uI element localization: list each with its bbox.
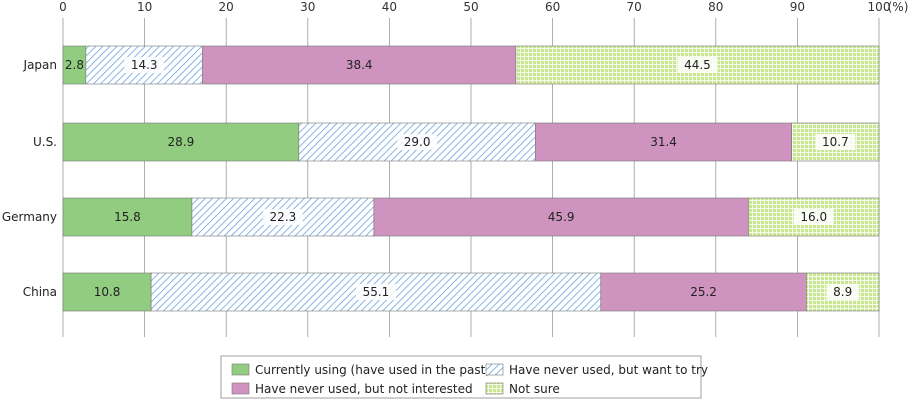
value-label: 25.2 <box>690 285 717 299</box>
value-label: 31.4 <box>650 135 677 149</box>
value-label: 29.0 <box>404 135 431 149</box>
value-label: 44.5 <box>684 58 711 72</box>
x-tick-label: 90 <box>790 0 805 14</box>
value-label: 38.4 <box>346 58 373 72</box>
legend-label: Currently using (have used in the past) <box>255 363 490 377</box>
value-label: 10.8 <box>94 285 121 299</box>
bar-segment <box>62 122 300 162</box>
value-label: 10.7 <box>822 135 849 149</box>
x-tick-label: 30 <box>300 0 315 14</box>
value-label: 22.3 <box>270 210 297 224</box>
x-tick-label: 70 <box>627 0 642 14</box>
legend-swatch <box>231 382 250 395</box>
category-labels: Japan U.S. Germany China <box>2 58 57 299</box>
x-axis-unit-label: (%) <box>888 0 909 14</box>
value-label: 2.8 <box>65 58 84 72</box>
bar-segment <box>600 272 807 312</box>
value-label: 45.9 <box>548 210 575 224</box>
legend-swatch <box>231 363 250 376</box>
category-label: China <box>23 285 57 299</box>
value-label-bg <box>826 284 859 300</box>
x-tick-label: 0 <box>59 0 67 14</box>
bar-segment <box>535 122 792 162</box>
value-label-bg <box>397 134 438 150</box>
category-label: U.S. <box>33 135 57 149</box>
x-tick-label: 50 <box>463 0 478 14</box>
x-tick-label: 40 <box>382 0 397 14</box>
value-label: 55.1 <box>363 285 390 299</box>
legend-label: Not sure <box>509 382 560 396</box>
legend-swatch <box>485 363 504 376</box>
value-label-bg <box>793 209 834 225</box>
value-label-bg <box>677 57 718 73</box>
value-label: 8.9 <box>833 285 852 299</box>
x-tick-label: 80 <box>708 0 723 14</box>
value-label-bg <box>355 284 396 300</box>
value-label: 14.3 <box>131 58 158 72</box>
bars: 2.8 14.3 38.4 44.5 28.9 29.0 31.4 10.7 15.8 22.3 4… <box>62 45 880 312</box>
x-tick-label: 60 <box>545 0 560 14</box>
category-label: Japan <box>23 58 57 72</box>
x-axis-tick-labels: 0 10 20 30 40 50 60 70 80 90 100 <box>59 0 890 14</box>
value-label: 28.9 <box>168 135 195 149</box>
legend-swatch <box>485 382 504 395</box>
legend: Currently using (have used in the past) H… <box>220 355 708 399</box>
value-label: 15.8 <box>114 210 141 224</box>
legend-box <box>220 355 702 399</box>
legend-label: Have never used, but not interested <box>255 382 473 396</box>
bar-segment <box>373 197 749 237</box>
x-tick-label: 10 <box>137 0 152 14</box>
legend-label: Have never used, but want to try <box>509 363 708 377</box>
value-label: 16.0 <box>800 210 827 224</box>
bar-segment <box>202 45 517 85</box>
x-tick-label: 20 <box>219 0 234 14</box>
value-label-bg <box>124 57 165 73</box>
value-label-bg <box>262 209 303 225</box>
category-label: Germany <box>2 210 57 224</box>
value-label-bg <box>815 134 856 150</box>
x-tick-label: 100 <box>868 0 891 14</box>
